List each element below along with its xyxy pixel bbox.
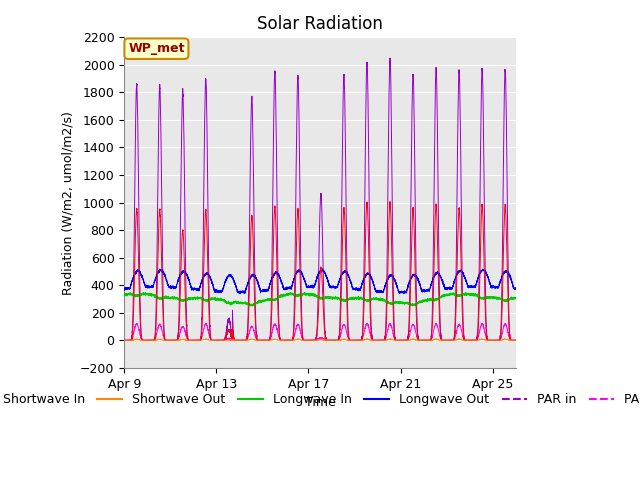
Text: WP_met: WP_met (128, 42, 185, 55)
Y-axis label: Radiation (W/m2, umol/m2/s): Radiation (W/m2, umol/m2/s) (61, 110, 75, 295)
Title: Solar Radiation: Solar Radiation (257, 15, 383, 33)
X-axis label: Time: Time (305, 396, 335, 409)
Legend: Shortwave In, Shortwave Out, Longwave In, Longwave Out, PAR in, PAR out: Shortwave In, Shortwave Out, Longwave In… (0, 388, 640, 411)
